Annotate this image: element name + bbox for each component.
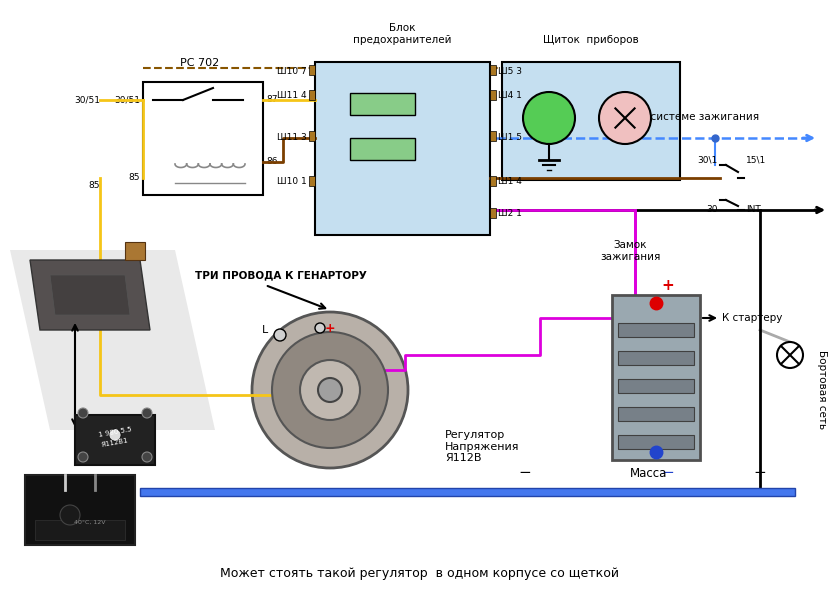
Text: 30/51: 30/51 (74, 96, 100, 104)
Bar (490, 208, 496, 218)
Circle shape (599, 92, 651, 144)
Bar (350, 93, 415, 115)
Bar (309, 176, 315, 186)
Text: 9: 9 (379, 94, 385, 104)
Bar (490, 131, 496, 141)
Circle shape (78, 408, 88, 418)
Text: К стартеру: К стартеру (722, 313, 783, 323)
Text: 1 980 5.5: 1 980 5.5 (98, 426, 132, 438)
Circle shape (78, 452, 88, 462)
Text: 85: 85 (128, 174, 140, 183)
Text: ТРИ ПРОВОДА К ГЕНАРТОРУ: ТРИ ПРОВОДА К ГЕНАРТОРУ (195, 270, 367, 280)
Bar (502, 62, 680, 180)
Text: −: − (661, 465, 674, 480)
Text: Ш5 3: Ш5 3 (498, 66, 522, 75)
Text: Ш2 1: Ш2 1 (498, 208, 522, 217)
Circle shape (142, 452, 152, 462)
Text: Ш4 1: Ш4 1 (498, 91, 522, 100)
Text: К системе зажигания: К системе зажигания (640, 112, 759, 122)
Text: INT: INT (746, 205, 761, 214)
Text: Ш11 3: Ш11 3 (277, 133, 307, 141)
Text: 40°C, 12V: 40°C, 12V (75, 519, 106, 525)
Text: L: L (261, 325, 268, 335)
Text: 10: 10 (375, 139, 389, 149)
Circle shape (777, 342, 803, 368)
Text: Замок
зажигания: Замок зажигания (600, 240, 660, 261)
Text: 87: 87 (266, 96, 277, 104)
Text: 30: 30 (706, 205, 718, 214)
Bar (143, 82, 263, 195)
Text: Может стоять такой регулятор  в одном корпусе со щеткой: Может стоять такой регулятор в одном кор… (220, 567, 618, 580)
Polygon shape (30, 260, 150, 330)
Text: Ш1 5: Ш1 5 (498, 133, 522, 141)
Bar (309, 90, 315, 100)
Text: Бортовая сеть: Бортовая сеть (817, 350, 827, 430)
Text: Масса: Масса (630, 467, 667, 480)
Circle shape (274, 329, 286, 341)
Circle shape (318, 378, 342, 402)
Bar (490, 65, 496, 75)
Circle shape (523, 92, 575, 144)
Text: Щиток  приборов: Щиток приборов (543, 35, 639, 45)
Bar (618, 351, 694, 365)
Text: Ш1 4: Ш1 4 (498, 177, 522, 186)
Text: 85: 85 (89, 180, 100, 189)
Bar (25, 475, 135, 545)
Bar (618, 323, 694, 337)
Text: Ш10 1: Ш10 1 (277, 177, 307, 186)
Bar (35, 520, 125, 540)
Text: Блок
предохранителей: Блок предохранителей (354, 23, 452, 45)
Bar (490, 176, 496, 186)
Text: Я112В1: Я112В1 (101, 438, 129, 448)
Circle shape (142, 408, 152, 418)
Circle shape (315, 323, 325, 333)
Bar (140, 488, 795, 496)
Text: V: V (541, 109, 556, 128)
Text: Ш11 4: Ш11 4 (277, 91, 307, 100)
Bar (309, 131, 315, 141)
Circle shape (252, 312, 408, 468)
Text: 86: 86 (266, 158, 277, 167)
Circle shape (272, 332, 388, 448)
Bar (350, 138, 415, 160)
Bar (315, 62, 490, 235)
Bar (75, 415, 155, 465)
Polygon shape (50, 275, 130, 315)
Bar (309, 65, 315, 75)
Text: +: + (661, 278, 674, 293)
Circle shape (60, 505, 80, 525)
Bar (490, 90, 496, 100)
Text: 15\1: 15\1 (746, 155, 766, 165)
Text: −: − (519, 465, 531, 480)
Text: +: + (325, 322, 336, 334)
Text: Регулятор
Напряжения
Я112В: Регулятор Напряжения Я112В (445, 430, 520, 463)
Text: Ш10 7: Ш10 7 (277, 66, 307, 75)
Text: 30\1: 30\1 (698, 155, 718, 165)
Bar (612, 295, 700, 460)
Bar (618, 435, 694, 449)
Bar (618, 407, 694, 421)
Circle shape (109, 429, 121, 441)
Bar (125, 242, 145, 260)
Text: РС 702: РС 702 (180, 58, 220, 68)
Circle shape (300, 360, 360, 420)
Text: −: − (753, 465, 767, 480)
Text: 30/51: 30/51 (114, 96, 140, 104)
Polygon shape (10, 250, 215, 430)
Bar (618, 379, 694, 393)
